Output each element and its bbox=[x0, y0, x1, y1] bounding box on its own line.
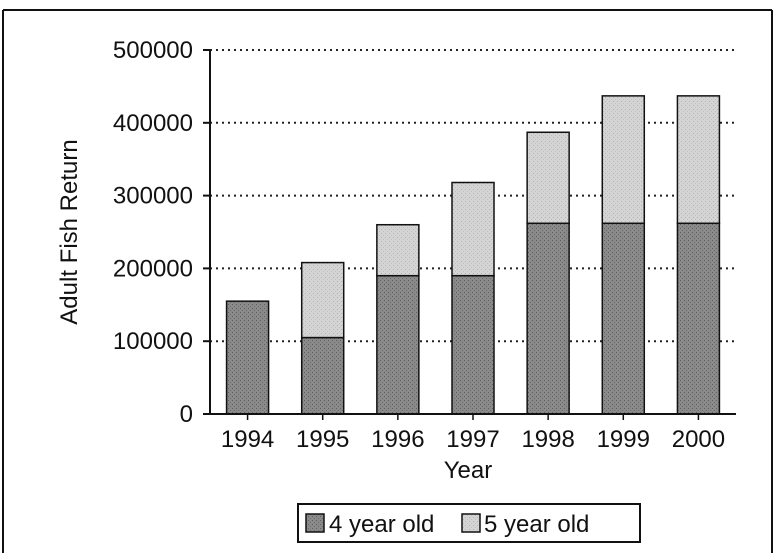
legend-label-4-year-old: 4 year old bbox=[329, 511, 434, 538]
bar-segment-5-year-old-2000 bbox=[676, 95, 721, 225]
bar-segment-4-year-old-2000 bbox=[676, 222, 721, 415]
bars bbox=[225, 95, 721, 415]
bar-segment-5-year-old-1995 bbox=[300, 261, 345, 339]
x-tick-label: 1999 bbox=[597, 426, 650, 453]
bar-segment-4-year-old-1999 bbox=[601, 222, 646, 415]
x-tick-label: 2000 bbox=[672, 426, 725, 453]
legend: 4 year old 5 year old bbox=[297, 503, 641, 543]
x-tick-label: 1997 bbox=[446, 426, 499, 453]
bar-segment-4-year-old-1998 bbox=[526, 222, 570, 415]
x-tick-label: 1998 bbox=[521, 426, 574, 453]
y-tick-label: 100000 bbox=[113, 328, 193, 355]
gridlines bbox=[210, 49, 736, 343]
legend-swatch-5-year-old bbox=[461, 513, 481, 533]
y-tick-label: 300000 bbox=[113, 183, 193, 210]
x-axis-title: Year bbox=[444, 457, 493, 484]
y-axis-title: Adult Fish Return bbox=[56, 139, 83, 324]
y-tick-label: 200000 bbox=[113, 255, 193, 282]
bar-segment-5-year-old-1997 bbox=[451, 181, 495, 277]
y-tick-label: 0 bbox=[180, 401, 193, 428]
bar-segment-5-year-old-1998 bbox=[526, 131, 570, 225]
x-tick-label: 1996 bbox=[371, 426, 424, 453]
bar-segment-4-year-old-1996 bbox=[376, 274, 420, 415]
x-tick-label: 1994 bbox=[221, 426, 274, 453]
x-tick-label: 1995 bbox=[296, 426, 349, 453]
bar-segment-5-year-old-1999 bbox=[601, 95, 646, 225]
legend-label-5-year-old: 5 year old bbox=[484, 511, 589, 538]
legend-swatch-4-year-old bbox=[305, 513, 325, 533]
y-tick-label: 400000 bbox=[113, 110, 193, 137]
bar-segment-4-year-old-1994 bbox=[225, 300, 270, 415]
bar-segment-4-year-old-1995 bbox=[300, 336, 345, 415]
y-tick-label: 500000 bbox=[113, 37, 193, 64]
bar-segment-4-year-old-1997 bbox=[451, 274, 495, 415]
y-tick-labels: 0 100000 200000 300000 400000 500000 bbox=[113, 37, 210, 428]
x-tick-labels: 1994 1995 1996 1997 1998 1999 2000 bbox=[221, 414, 725, 453]
bar-segment-5-year-old-1996 bbox=[376, 223, 420, 277]
